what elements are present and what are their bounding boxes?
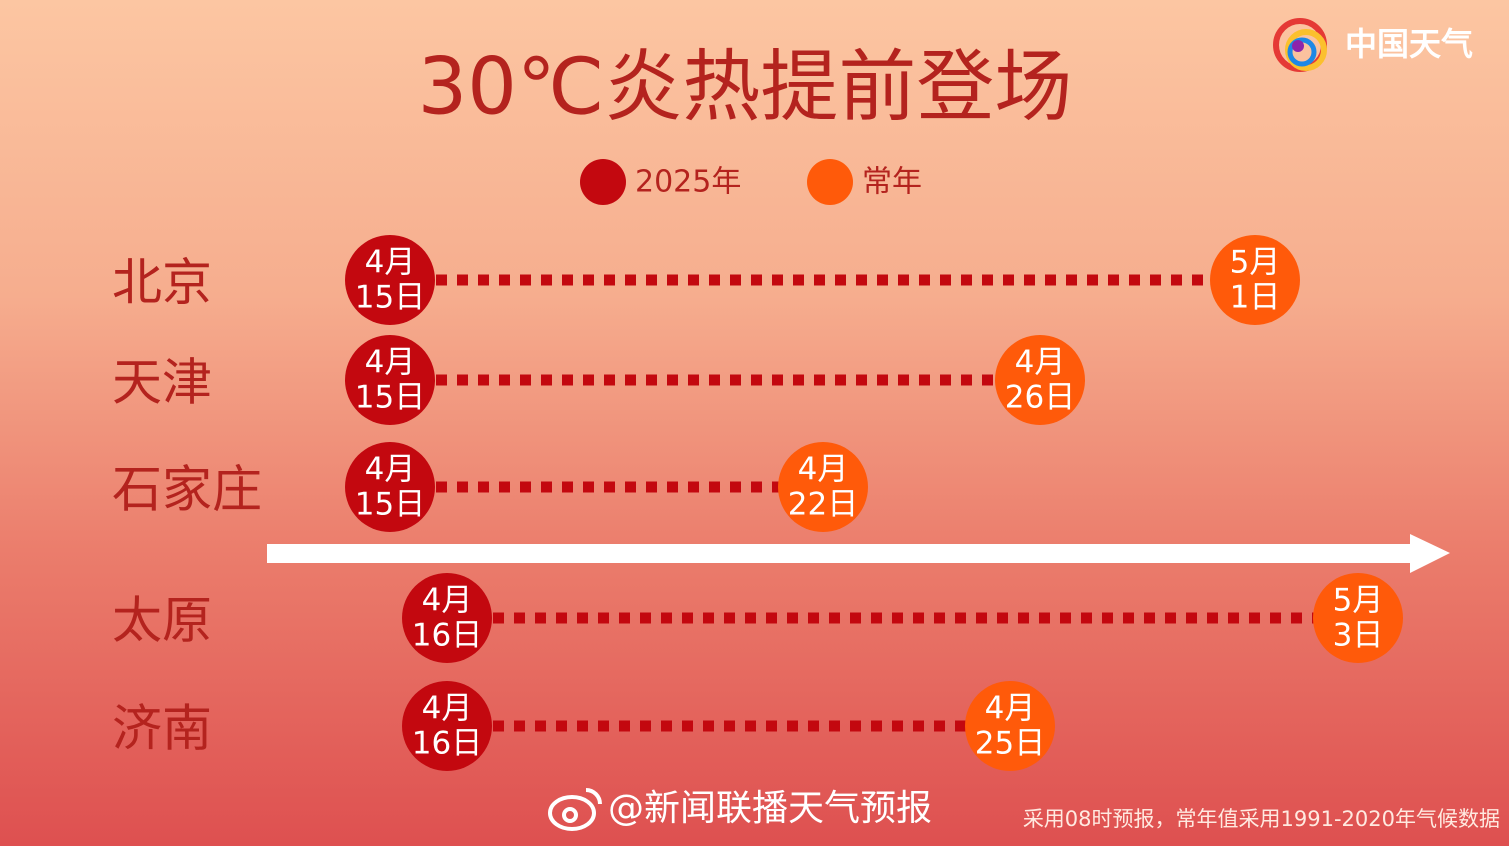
normal-month: 4月	[1015, 345, 1066, 381]
year2025-marker	[402, 681, 492, 771]
city-label: 太原	[112, 592, 212, 650]
year2025-marker	[345, 235, 435, 325]
normal-day: 22日	[788, 487, 858, 523]
normal-month: 4月	[798, 452, 849, 488]
year2025-day: 15日	[355, 487, 425, 523]
city-label: 天津	[112, 354, 212, 412]
year2025-month: 4月	[365, 345, 416, 381]
normal-day: 25日	[975, 726, 1045, 762]
normal-marker	[1210, 235, 1300, 325]
title: 30℃炎热提前登场	[418, 42, 1073, 132]
legend: 2025年 常年	[580, 159, 922, 205]
normal-marker	[965, 681, 1055, 771]
normal-marker	[1313, 573, 1403, 663]
city-label: 北京	[112, 254, 212, 312]
normal-marker	[778, 442, 868, 532]
legend-swatch	[807, 159, 853, 205]
legend-swatch	[580, 159, 626, 205]
normal-month: 5月	[1333, 583, 1384, 619]
normal-month: 5月	[1230, 245, 1281, 281]
legend-label: 2025年	[635, 165, 741, 200]
normal-day: 26日	[1005, 380, 1075, 416]
year2025-marker	[345, 442, 435, 532]
year2025-month: 4月	[365, 452, 416, 488]
year2025-day: 15日	[355, 280, 425, 316]
year2025-marker	[345, 335, 435, 425]
city-label: 石家庄	[112, 461, 262, 519]
year2025-month: 4月	[365, 245, 416, 281]
normal-day: 3日	[1333, 618, 1384, 654]
city-label: 济南	[112, 700, 212, 758]
year2025-month: 4月	[422, 583, 473, 619]
year2025-day: 15日	[355, 380, 425, 416]
footer-source: @新闻联播天气预报	[608, 788, 932, 829]
year2025-marker	[402, 573, 492, 663]
normal-day: 1日	[1230, 280, 1281, 316]
normal-month: 4月	[985, 691, 1036, 727]
normal-marker	[995, 335, 1085, 425]
weibo-icon	[548, 788, 602, 831]
year2025-month: 4月	[422, 691, 473, 727]
footer-note: 采用08时预报，常年值采用1991-2020年气候数据	[1023, 807, 1500, 831]
legend-label: 常年	[862, 165, 922, 200]
year2025-day: 16日	[412, 618, 482, 654]
timeline-arrow	[267, 534, 1450, 573]
logo-icon	[1273, 18, 1327, 72]
logo-text: 中国天气	[1345, 25, 1473, 63]
year2025-day: 16日	[412, 726, 482, 762]
